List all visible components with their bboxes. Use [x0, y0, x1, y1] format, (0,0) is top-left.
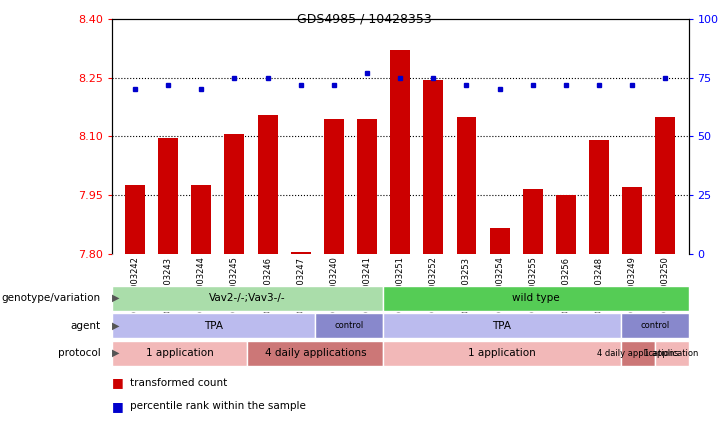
Text: ▶: ▶: [112, 321, 119, 331]
Bar: [191, 185, 211, 254]
Bar: [112, 313, 315, 338]
Bar: [158, 138, 178, 254]
Text: 1 application: 1 application: [645, 349, 699, 358]
Text: agent: agent: [71, 321, 101, 331]
Bar: [112, 286, 383, 311]
Bar: [456, 117, 477, 254]
Bar: [556, 195, 576, 254]
Text: control: control: [640, 321, 669, 330]
Bar: [383, 286, 689, 311]
Text: TPA: TPA: [204, 321, 223, 331]
Text: percentile rank within the sample: percentile rank within the sample: [130, 401, 306, 411]
Text: ■: ■: [112, 400, 123, 412]
Text: ▶: ▶: [112, 348, 119, 358]
Text: protocol: protocol: [58, 348, 101, 358]
Bar: [224, 135, 244, 254]
Bar: [621, 313, 689, 338]
Bar: [125, 185, 145, 254]
Bar: [589, 140, 609, 254]
Text: ▶: ▶: [112, 293, 119, 303]
Bar: [247, 341, 383, 366]
Bar: [655, 117, 676, 254]
Bar: [291, 252, 311, 254]
Text: GDS4985 / 10428353: GDS4985 / 10428353: [297, 13, 431, 26]
Bar: [490, 228, 510, 254]
Bar: [622, 187, 642, 254]
Bar: [423, 80, 443, 254]
Text: genotype/variation: genotype/variation: [2, 293, 101, 303]
Bar: [621, 341, 655, 366]
Text: Vav2-/-;Vav3-/-: Vav2-/-;Vav3-/-: [209, 293, 286, 303]
Text: transformed count: transformed count: [130, 378, 227, 388]
Bar: [523, 189, 543, 254]
Bar: [112, 341, 247, 366]
Text: 4 daily applications: 4 daily applications: [597, 349, 678, 358]
Text: 1 application: 1 application: [468, 348, 536, 358]
Text: control: control: [335, 321, 364, 330]
Bar: [315, 313, 383, 338]
Bar: [383, 341, 621, 366]
Text: ■: ■: [112, 376, 123, 389]
Text: 4 daily applications: 4 daily applications: [265, 348, 366, 358]
Bar: [324, 119, 344, 254]
Bar: [390, 50, 410, 254]
Text: wild type: wild type: [512, 293, 559, 303]
Text: 1 application: 1 application: [146, 348, 213, 358]
Bar: [383, 313, 621, 338]
Bar: [257, 115, 278, 254]
Bar: [357, 119, 377, 254]
Text: TPA: TPA: [492, 321, 511, 331]
Bar: [655, 341, 689, 366]
